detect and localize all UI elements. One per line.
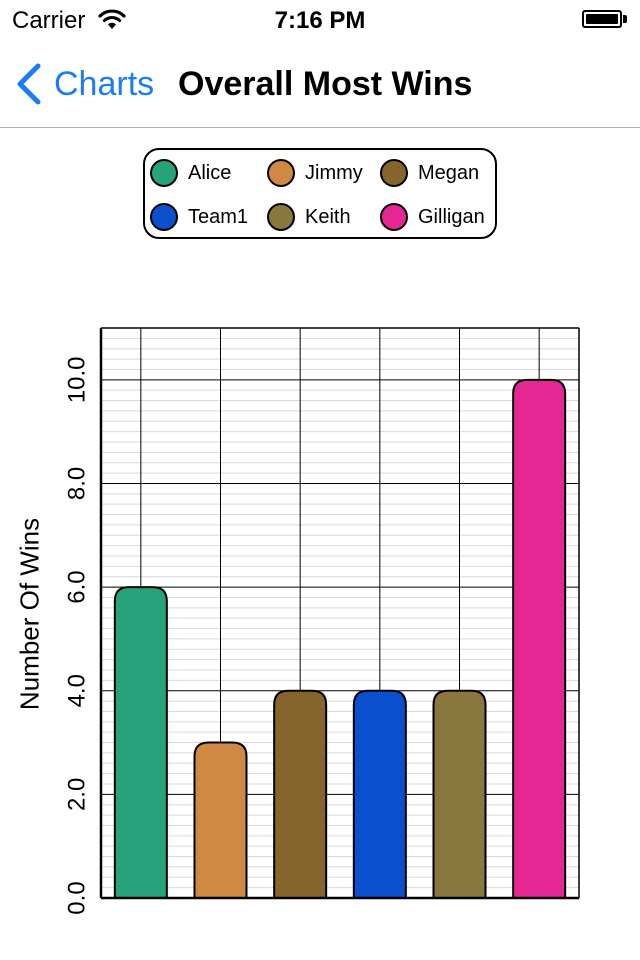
legend-swatch xyxy=(150,159,178,187)
status-bar: Carrier 7:16 PM xyxy=(0,0,640,40)
legend-swatch xyxy=(267,159,295,187)
legend-item: Team1 xyxy=(150,200,248,234)
bar-megan xyxy=(273,689,328,899)
bar-jimmy xyxy=(193,741,248,899)
legend-label: Team1 xyxy=(188,205,249,228)
legend-item: Gilligan xyxy=(380,200,485,234)
legend-swatch xyxy=(267,203,295,231)
bar-gilligan xyxy=(512,378,567,899)
bar-chart: 0.0 2.0 4.0 6.0 8.0 10.0 xyxy=(63,327,580,915)
legend-item: Keith xyxy=(267,200,351,234)
battery-icon xyxy=(582,10,628,30)
y-tick-label: 0.0 xyxy=(63,881,90,914)
legend-swatch xyxy=(380,159,408,187)
back-button-label[interactable]: Charts xyxy=(54,64,155,103)
page-title: Overall Most Wins xyxy=(178,65,473,103)
bar-team1 xyxy=(352,689,407,899)
chart-legend: Alice Jimmy Megan Team1 Keith Gilligan xyxy=(143,148,497,239)
y-tick-label: 6.0 xyxy=(63,570,90,603)
legend-swatch xyxy=(150,203,178,231)
navigation-bar: Charts Overall Most Wins xyxy=(0,40,640,128)
chevron-left-icon xyxy=(17,63,41,105)
bar-keith xyxy=(432,689,487,899)
carrier-label: Carrier xyxy=(12,7,86,34)
y-tick-label: 8.0 xyxy=(63,467,90,500)
legend-label: Alice xyxy=(188,161,232,184)
back-button[interactable]: Charts xyxy=(14,62,154,106)
legend-item: Alice xyxy=(150,156,231,190)
wifi-icon xyxy=(98,9,126,29)
y-tick-label: 4.0 xyxy=(63,674,90,707)
legend-swatch xyxy=(380,203,408,231)
plot-area xyxy=(101,328,579,898)
legend-label: Megan xyxy=(418,161,480,184)
clock: 7:16 PM xyxy=(274,7,366,34)
y-tick-label: 2.0 xyxy=(63,778,90,811)
bar-alice xyxy=(113,586,168,899)
legend-label: Keith xyxy=(305,205,351,228)
legend-label: Gilligan xyxy=(418,205,485,228)
legend-item: Jimmy xyxy=(267,156,363,190)
legend-item: Megan xyxy=(380,156,479,190)
legend-label: Jimmy xyxy=(305,161,363,184)
y-tick-label: 10.0 xyxy=(63,356,90,403)
